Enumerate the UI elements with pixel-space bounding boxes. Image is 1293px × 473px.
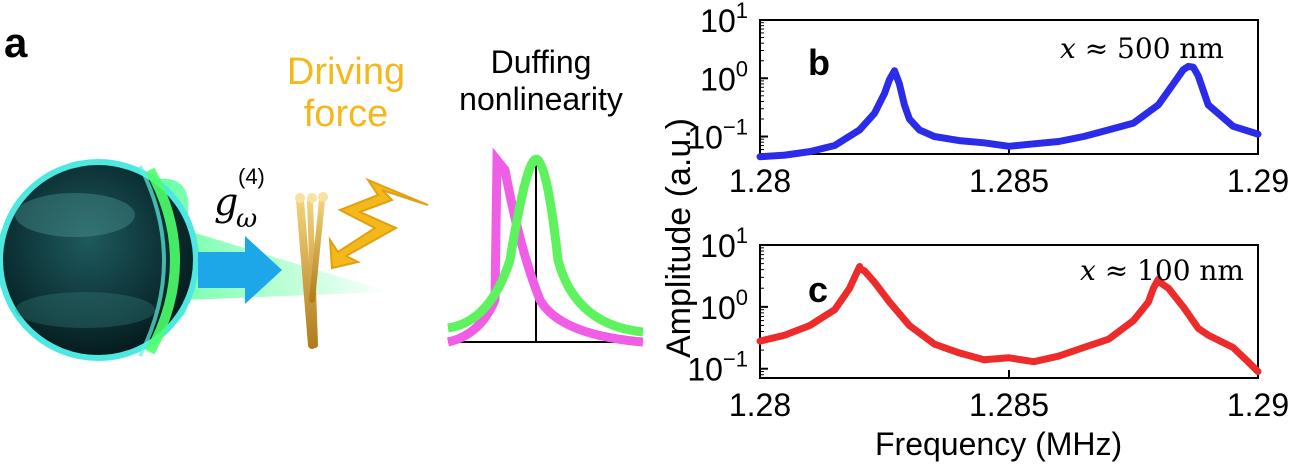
y-tick-label: 101 [700,223,748,264]
duffing-green-curve [447,154,644,337]
evanescent-field-tail [150,178,390,330]
chart-b: 1.28 1.285 1.29 101 100 10−1 b x ≈ 500 nm 1.28 1.… [687,0,1289,423]
x-tick-label: 1.29 [1227,163,1289,199]
sphere-highlight [15,193,135,237]
series-line-b [756,62,1262,161]
blue-arrow-icon [198,236,282,304]
whispering-gallery-mode-ring [145,167,180,355]
lightning-bolt-icon [328,177,429,270]
x-tick-label: 1.285 [969,163,1049,199]
y-tick-label: 10−1 [687,347,748,388]
annotation-b: x ≈ 500 nm [1060,32,1224,65]
mechanical-rods-icon [295,192,328,349]
coupling-symbol: g (4) ω [214,164,265,234]
duffing-line1: Duffing [490,44,592,80]
sphere-lowlight [15,292,155,328]
y-tick-label: 100 [700,285,748,326]
driving-force-label: Driving force [276,51,416,136]
x-tick-label: 1.28 [729,163,791,199]
panel-label-a: a [4,19,28,66]
x-axis-label: Frequency (MHz) [875,426,1123,462]
x-tick-label: 1.285 [969,387,1049,423]
schematic-illustration [0,147,644,361]
annotation-c: x ≈ 100 nm [1080,254,1244,287]
x-tick-label: 1.29 [1227,387,1289,423]
right-charts: 1.28 1.285 1.29 101 100 10−1 b x ≈ 500 nm 1.28 1.… [660,0,1293,473]
coupling-superscript: (4) [238,164,265,189]
coupling-g: g [214,180,239,224]
y-tick-label: 100 [700,56,748,97]
duffing-curves [446,147,644,347]
panel-label-b: b [808,42,830,83]
duffing-line2: nonlinearity [459,80,623,117]
y-tick-label: 10−1 [687,115,748,156]
series-line-c [756,263,1262,376]
x-tick-label: 1.28 [729,387,791,423]
microsphere [0,159,199,361]
y-tick-label: 101 [700,0,748,39]
duffing-pink-curve [446,147,644,347]
y-axis-label: Amplitude (a.u.) [660,118,698,358]
coupling-subscript: ω [236,204,258,234]
driving-force-text: Driving force [286,51,406,135]
duffing-label: Duffing nonlinearity [436,44,646,118]
panel-label-c: c [808,269,828,310]
